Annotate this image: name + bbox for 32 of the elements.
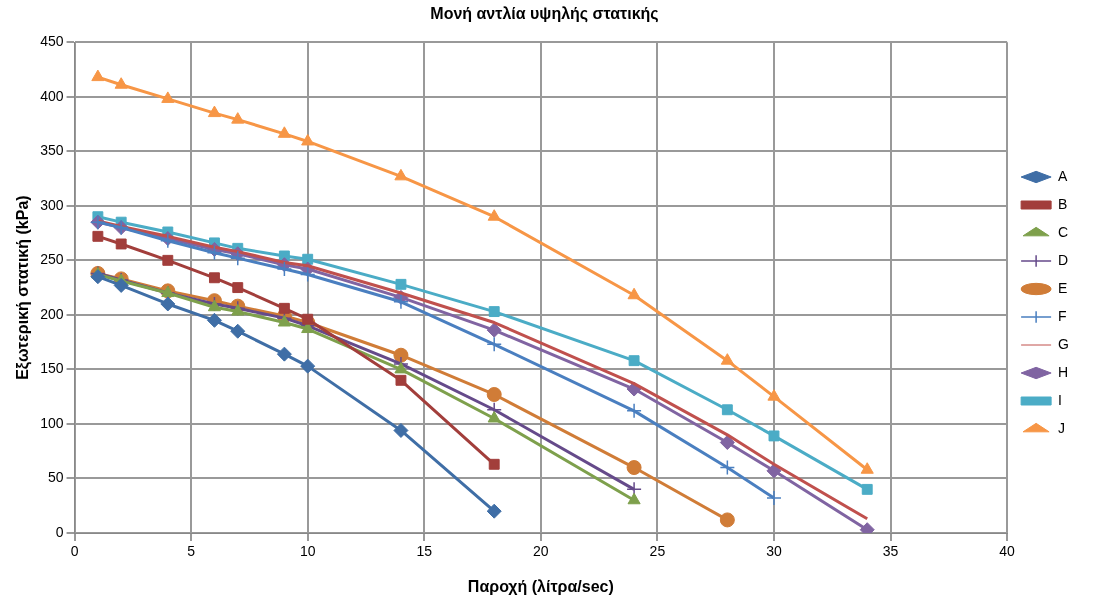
x-tick-label: 0 bbox=[70, 543, 79, 560]
y-tick-label: 250 bbox=[40, 251, 64, 268]
legend-label: F bbox=[1058, 307, 1067, 324]
legend-label: I bbox=[1058, 391, 1062, 408]
legend-label: H bbox=[1058, 363, 1069, 380]
y-tick-label: 200 bbox=[40, 305, 64, 322]
x-tick-label: 30 bbox=[766, 543, 782, 560]
legend-label: E bbox=[1058, 279, 1068, 296]
x-tick-label: 5 bbox=[187, 543, 196, 560]
y-tick-label: 450 bbox=[40, 33, 64, 50]
y-tick-label: 300 bbox=[40, 196, 64, 213]
x-axis-title: Παροχή (λίτρα/sec) bbox=[467, 577, 614, 595]
chart-title: Μονή αντλία υψηλής στατικής bbox=[430, 5, 659, 24]
y-tick-label: 50 bbox=[47, 469, 64, 486]
x-tick-label: 35 bbox=[882, 543, 899, 560]
y-axis-title: Εξωτερική στατική (kPa) bbox=[14, 195, 33, 380]
y-tick-label: 400 bbox=[40, 87, 64, 104]
legend-label: J bbox=[1058, 419, 1066, 436]
legend-label: B bbox=[1058, 195, 1068, 212]
x-tick-label: 20 bbox=[533, 543, 549, 560]
y-tick-label: 350 bbox=[40, 142, 64, 159]
legend-label: D bbox=[1058, 251, 1069, 268]
y-tick-label: 0 bbox=[55, 523, 64, 540]
legend-label: A bbox=[1058, 167, 1069, 184]
x-tick-label: 25 bbox=[649, 543, 666, 560]
y-tick-label: 150 bbox=[40, 360, 64, 377]
x-tick-label: 10 bbox=[299, 543, 316, 560]
y-tick-label: 100 bbox=[40, 414, 64, 431]
x-tick-label: 40 bbox=[999, 543, 1016, 560]
legend-label: C bbox=[1058, 223, 1069, 240]
legend-label: G bbox=[1058, 335, 1069, 352]
x-tick-label: 15 bbox=[416, 543, 433, 560]
